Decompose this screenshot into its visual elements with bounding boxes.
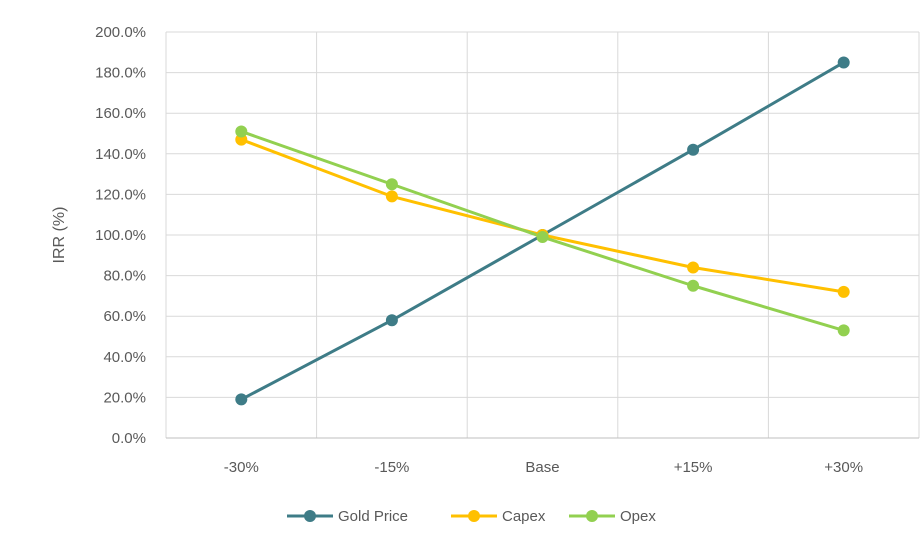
data-point (385, 314, 398, 327)
data-point (235, 125, 248, 138)
y-tick-label: 20.0% (103, 389, 146, 406)
legend-label: Capex (502, 508, 546, 525)
x-tick-label: +30% (824, 459, 863, 476)
data-point (385, 190, 398, 203)
y-tick-label: 160.0% (95, 105, 146, 122)
y-tick-label: 180.0% (95, 65, 146, 82)
y-tick-label: 120.0% (95, 186, 146, 203)
legend-swatch-marker (586, 510, 598, 522)
x-tick-label: -30% (224, 459, 259, 476)
data-point (235, 393, 248, 406)
data-point (385, 178, 398, 191)
data-point (687, 261, 700, 274)
legend: Gold Price Capex Opex (287, 508, 656, 525)
data-point (837, 56, 850, 69)
y-tick-label: 100.0% (95, 227, 146, 244)
x-tick-label: -15% (374, 459, 409, 476)
x-tick-label: Base (525, 459, 559, 476)
legend-swatch-marker (468, 510, 480, 522)
data-point (687, 279, 700, 292)
y-tick-label: 200.0% (95, 24, 146, 41)
data-point (687, 143, 700, 156)
y-tick-label: 60.0% (103, 308, 146, 325)
series-layer (235, 56, 850, 406)
data-point (536, 231, 549, 244)
y-tick-label: 140.0% (95, 146, 146, 163)
legend-label: Opex (620, 508, 656, 525)
legend-label: Gold Price (338, 508, 408, 525)
y-axis-title: IRR (%) (51, 207, 68, 264)
data-point (837, 285, 850, 298)
axes: 0.0% 20.0% 40.0% 60.0% 80.0% 100.0% 120.0% 140.… (95, 24, 919, 476)
gridlines (165, 31, 920, 439)
data-point (837, 324, 850, 337)
legend-swatch-marker (304, 510, 316, 522)
y-tick-label: 80.0% (103, 268, 146, 285)
y-tick-label: 0.0% (112, 430, 146, 447)
y-tick-label: 40.0% (103, 349, 146, 366)
x-tick-label: +15% (674, 459, 713, 476)
